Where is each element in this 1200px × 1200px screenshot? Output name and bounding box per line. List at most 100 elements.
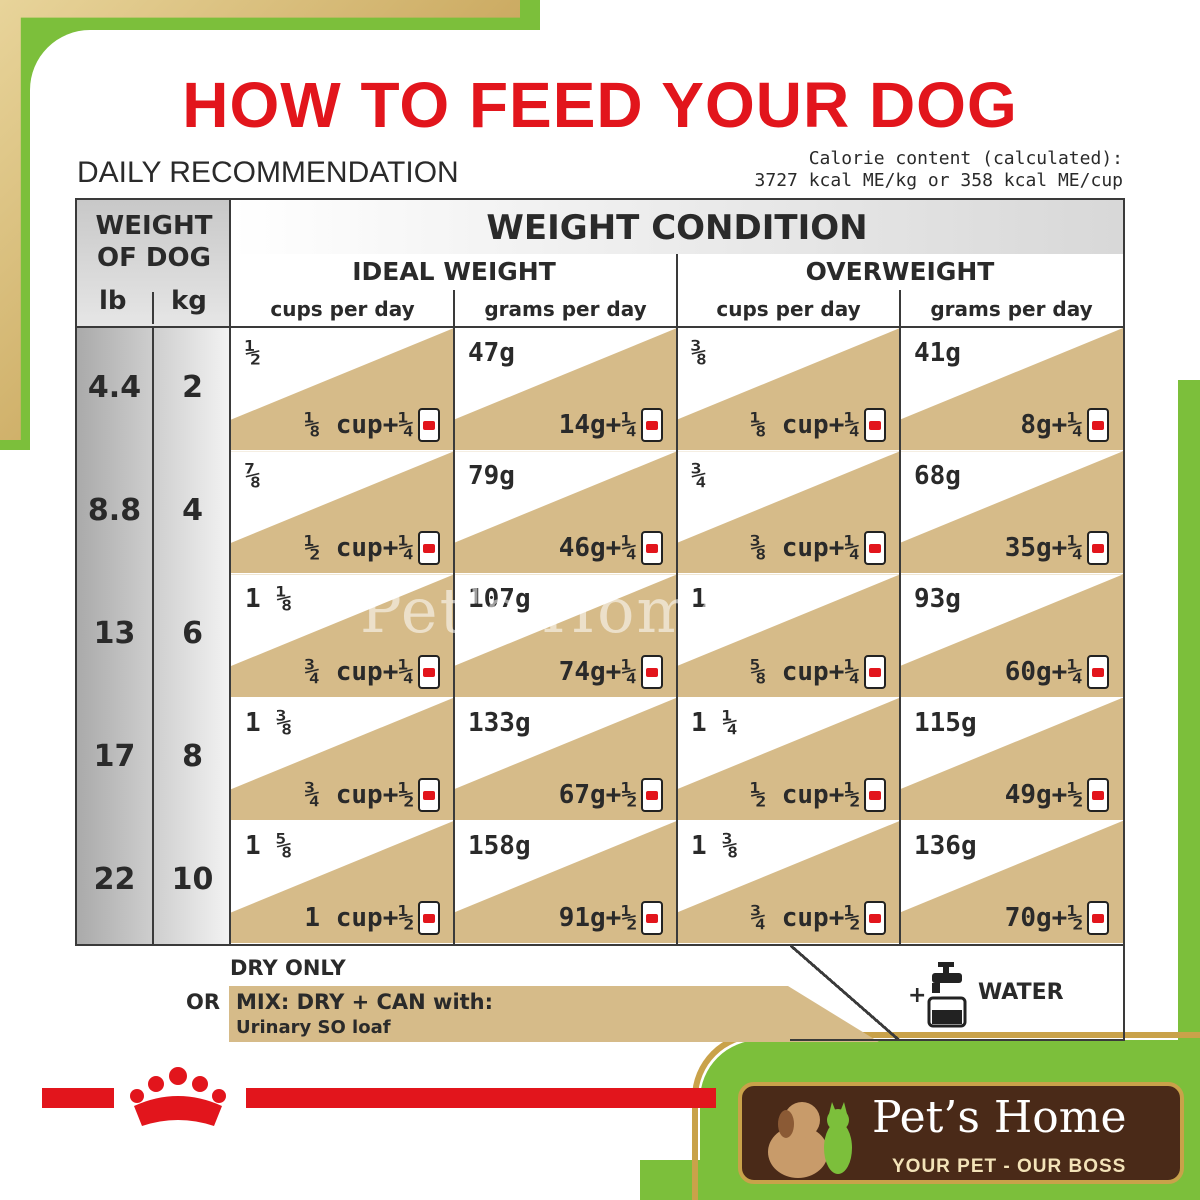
col-over-cups: cups per day [677, 290, 900, 328]
col-over-grams: grams per day [900, 290, 1123, 328]
feeding-cell: 1 ⅝ cup+¼ [677, 574, 900, 697]
feeding-cell: 47g 14g+¼ [454, 328, 677, 451]
page-title: HOW TO FEED YOUR DOG [182, 69, 1018, 141]
ideal-weight-header: IDEAL WEIGHT [352, 257, 556, 286]
mix-amount: ¾ cup+½ [750, 900, 886, 935]
plus-sign: + [908, 983, 927, 1008]
can-icon [1087, 900, 1109, 935]
feeding-table: WEIGHT OF DOG lb kg WEIGHT CONDITION IDE… [75, 198, 1125, 946]
mix-amount-text: 14g+¼ [558, 410, 637, 441]
frame-gold-corner [692, 1032, 1200, 1200]
mix-amount-text: ¾ cup+½ [750, 902, 860, 933]
feeding-cell: ⅜ ⅛ cup+¼ [677, 328, 900, 451]
feeding-cell: 158g 91g+½ [454, 820, 677, 943]
dog-cat-logo-icon [768, 1102, 852, 1178]
dry-amount: 79g [468, 461, 515, 492]
mix-amount: ⅛ cup+¼ [750, 408, 886, 443]
lb-kg-column-divider [152, 328, 154, 944]
weight-lb-value: 8.8 [87, 492, 142, 528]
feeding-cell: 41g 8g+¼ [900, 328, 1123, 451]
mix-amount-text: 70g+½ [1004, 902, 1083, 933]
mix-amount: ½ cup+½ [750, 777, 886, 812]
dry-amount: 136g [914, 830, 977, 861]
mix-amount-text: ⅛ cup+¼ [304, 410, 414, 441]
mix-amount-text: 91g+½ [558, 902, 637, 933]
column-divider [899, 290, 901, 944]
water-tap-icon [927, 962, 967, 1028]
pets-home-logo: Pet’s Home YOUR PET - OUR BOSS [738, 1082, 1184, 1184]
feeding-cell: 93g 60g+¼ [900, 574, 1123, 697]
weight-of-dog-header: WEIGHT OF DOG lb kg [77, 200, 231, 328]
calorie-line-1: Calorie content (calculated): [808, 148, 1123, 169]
feeding-cell: 115g 49g+½ [900, 697, 1123, 820]
col-ideal-grams: grams per day [454, 290, 677, 328]
weight-lb-value: 13 [93, 616, 136, 651]
can-icon [864, 408, 886, 443]
mix-amount: 49g+½ [1005, 777, 1109, 812]
can-icon [864, 777, 886, 812]
feeding-cell: 1 ⅝ 1 cup+½ [231, 820, 454, 943]
dry-amount: 158g [468, 830, 531, 861]
mix-amount: 46g+¼ [559, 531, 663, 566]
water-box [790, 945, 1125, 1041]
weight-kg-value: 2 [182, 369, 203, 405]
weight-kg-value: 8 [182, 739, 203, 775]
weight-kg-value: 10 [171, 862, 214, 898]
dry-amount: 1 ⅛ [245, 584, 292, 615]
mix-amount-text: ⅜ cup+¼ [750, 533, 860, 564]
weight-condition-header: WEIGHT CONDITION [231, 200, 1123, 254]
dry-amount: 1 [691, 584, 707, 615]
can-icon [641, 900, 663, 935]
dry-amount: 1 ⅜ [245, 707, 292, 738]
column-divider [453, 290, 455, 944]
lb-kg-divider [152, 292, 154, 324]
group-divider [676, 254, 678, 944]
mix-amount: ½ cup+¼ [304, 531, 440, 566]
brand-red-line-right [246, 1088, 716, 1108]
can-icon [418, 408, 440, 443]
can-icon [864, 531, 886, 566]
or-label: OR [186, 990, 221, 1014]
mix-amount: ¾ cup+½ [304, 777, 440, 812]
dry-amount: 133g [468, 707, 531, 738]
daily-recommendation-label: DAILY RECOMMENDATION [77, 156, 459, 189]
dry-amount: 107g [468, 584, 531, 615]
dry-amount: ⅞ [245, 461, 261, 492]
can-icon [641, 777, 663, 812]
can-icon [1087, 777, 1109, 812]
dry-amount: 47g [468, 338, 515, 368]
feeding-cell: 133g 67g+½ [454, 697, 677, 820]
mix-amount: 67g+½ [558, 777, 663, 812]
dry-amount: ⅜ [691, 338, 707, 368]
dry-amount: ½ [245, 338, 261, 368]
mix-amount-text: 1 cup+½ [304, 902, 414, 933]
can-icon [418, 900, 440, 935]
mix-amount-text: ⅛ cup+¼ [750, 410, 860, 441]
royal-canin-crown-icon [130, 1067, 226, 1126]
lb-header: lb [99, 286, 127, 316]
mix-amount: 35g+¼ [1005, 531, 1109, 566]
weight-kg-value: 4 [182, 492, 203, 528]
mix-amount: 70g+½ [1004, 900, 1109, 935]
mix-product-label: Urinary SO loaf [236, 1017, 391, 1038]
mix-amount: ⅜ cup+¼ [750, 531, 886, 566]
weight-of-dog-title: WEIGHT OF DOG [95, 211, 213, 273]
mix-amount-text: 8g+¼ [1020, 410, 1083, 441]
feeding-cell: 1 ⅛ ¾ cup+¼ [231, 574, 454, 697]
mix-amount: ⅛ cup+¼ [304, 408, 440, 443]
weight-lb-value: 4.4 [87, 369, 142, 405]
dry-amount: 1 ¼ [691, 707, 738, 738]
can-icon [641, 654, 663, 689]
calorie-content: Calorie content (calculated): 3727 kcal … [755, 148, 1123, 192]
feeding-cell: ¾ ⅜ cup+¼ [677, 451, 900, 574]
mix-amount-text: 60g+¼ [1004, 656, 1083, 687]
mix-amount: 1 cup+½ [304, 900, 440, 935]
can-icon [641, 408, 663, 443]
feeding-cell: 1 ¼ ½ cup+½ [677, 697, 900, 820]
can-icon [1087, 531, 1109, 566]
mix-amount-text: 67g+½ [558, 779, 637, 810]
can-icon [1087, 654, 1109, 689]
dry-amount: 1 ⅝ [245, 830, 292, 861]
watermark: Pet's Home [360, 574, 736, 647]
